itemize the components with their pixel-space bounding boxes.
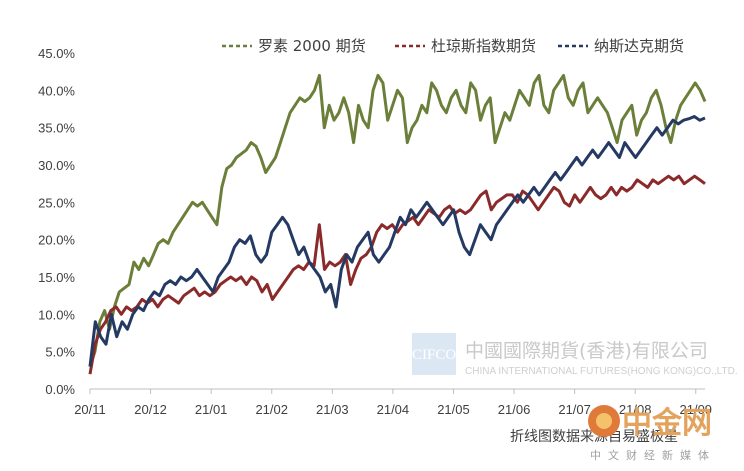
brand-tagline: 中文财经新媒体 — [590, 448, 716, 462]
x-tick-label: 21/04 — [377, 402, 410, 417]
y-tick-label: 45.0% — [38, 46, 75, 61]
y-tick-label: 15.0% — [38, 270, 75, 285]
series-line-2 — [88, 115, 706, 367]
x-tick-label: 21/03 — [316, 402, 349, 417]
x-tick-label: 21/08 — [619, 402, 652, 417]
y-tick-label: 40.0% — [38, 83, 75, 98]
brand-emblem-inner-icon — [596, 413, 612, 429]
legend-label-2: 纳斯达克期货 — [594, 37, 684, 55]
cifco-logo-text: CIFCO — [412, 347, 456, 363]
y-tick-label: 30.0% — [38, 158, 75, 173]
x-tick-label: 21/06 — [498, 402, 531, 417]
y-tick-label: 5.0% — [45, 345, 75, 360]
series-line-0 — [88, 73, 707, 368]
x-tick-label: 21/07 — [558, 402, 591, 417]
series-line-1 — [88, 174, 706, 375]
watermark-company-cn: 中國國際期貨(香港)有限公司 — [465, 340, 708, 362]
x-tick-label: 21/09 — [680, 402, 713, 417]
y-tick-label: 20.0% — [38, 233, 75, 248]
y-tick-label: 25.0% — [38, 195, 75, 210]
legend-label-0: 罗素 2000 期货 — [258, 37, 366, 55]
legend-label-1: 杜琼斯指数期货 — [431, 37, 536, 55]
brand-logo: 中金网 中文财经新媒体 — [588, 405, 716, 462]
source-note: 折线图数据来源自易盛极星 — [510, 429, 678, 445]
company-watermark: CIFCO 中國國際期貨(香港)有限公司 CHINA INTERNATIONAL… — [412, 333, 738, 377]
x-tick-label: 20/12 — [134, 402, 167, 417]
y-tick-labels: 0.0% 5.0% 10.0% 15.0% 20.0% 25.0% 30.0% 35.0% 40… — [38, 46, 75, 397]
y-tick-label: 35.0% — [38, 121, 75, 136]
cifco-logo-box — [412, 333, 456, 375]
x-tick-label: 21/05 — [437, 402, 470, 417]
x-tick-label: 21/02 — [255, 402, 288, 417]
x-tick-label: 20/11 — [74, 402, 106, 417]
x-tick-labels: 20/11 20/12 21/01 21/02 21/03 21/04 21/05 21/06… — [74, 389, 712, 417]
watermark-company-en: CHINA INTERNATIONAL FUTURES(HONG KONG)CO… — [465, 366, 738, 377]
x-tick-label: 21/01 — [195, 402, 228, 417]
y-tick-label: 0.0% — [45, 382, 75, 397]
brand-name: 中金网 — [622, 406, 712, 441]
series-lines — [88, 73, 707, 375]
legend: 罗素 2000 期货 杜琼斯指数期货 纳斯达克期货 — [222, 37, 684, 55]
y-tick-label: 10.0% — [38, 307, 75, 322]
